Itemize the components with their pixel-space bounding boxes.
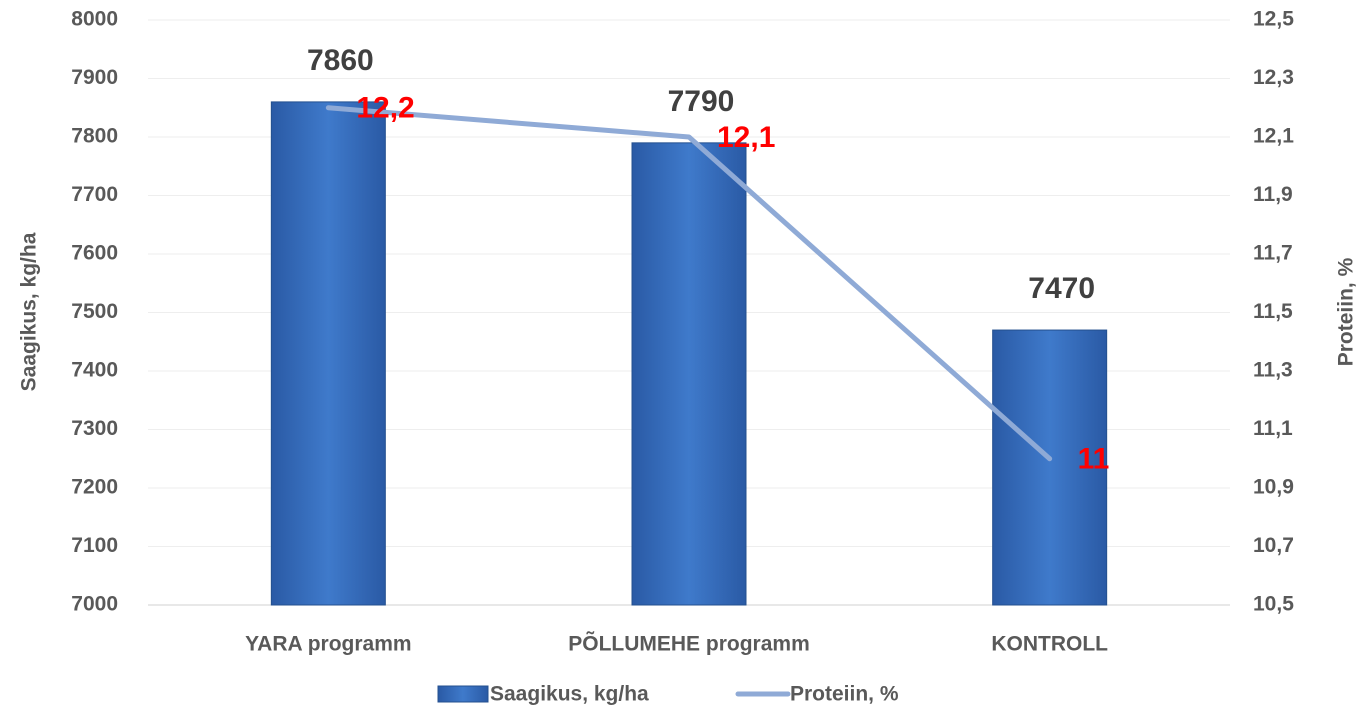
bar-value-label: 7860 <box>307 44 374 77</box>
bar-value-label: 7790 <box>668 85 735 118</box>
y2-tick-label: 12,1 <box>1253 125 1294 148</box>
line-value-label: 11 <box>1078 443 1110 476</box>
y-tick-label: 7000 <box>71 593 118 616</box>
y2-tick-label: 11,5 <box>1253 300 1293 323</box>
y2-tick-label: 11,3 <box>1253 359 1293 382</box>
bar-value-label: 7470 <box>1028 272 1095 305</box>
y-tick-label: 7500 <box>71 300 118 323</box>
y2-axis-title: Proteiin, % <box>1335 257 1358 366</box>
y2-tick-label: 12,3 <box>1253 66 1294 89</box>
y-tick-label: 7800 <box>71 125 118 148</box>
y2-tick-label: 12,5 <box>1253 8 1294 31</box>
y-tick-label: 7100 <box>71 534 118 557</box>
y2-tick-label: 10,5 <box>1253 593 1294 616</box>
y-tick-label: 7600 <box>71 242 118 265</box>
y-tick-label: 7400 <box>71 359 118 382</box>
y2-tick-label: 11,9 <box>1253 183 1293 206</box>
y-tick-label: 7700 <box>71 183 118 206</box>
y-tick-label: 7300 <box>71 417 118 440</box>
y-tick-label: 7200 <box>71 476 118 499</box>
bar <box>992 329 1108 606</box>
legend-label: Proteiin, % <box>790 683 899 706</box>
bar <box>270 101 386 606</box>
legend-label: Saagikus, kg/ha <box>490 683 649 706</box>
line-series <box>325 105 1053 462</box>
y2-tick-label: 10,9 <box>1253 476 1294 499</box>
y2-tick-label: 11,7 <box>1253 242 1293 265</box>
x-tick-label: YARA programm <box>245 633 411 656</box>
line-value-label: 12,1 <box>717 121 775 154</box>
x-tick-label: KONTROLL <box>991 633 1108 656</box>
y2-tick-label: 11,1 <box>1253 417 1293 440</box>
y-tick-label: 8000 <box>71 8 118 31</box>
bar <box>631 142 747 606</box>
y-tick-label: 7900 <box>71 66 118 89</box>
legend-swatch <box>437 685 489 703</box>
y2-tick-label: 10,7 <box>1253 534 1294 557</box>
y-axis-title: Saagikus, kg/ha <box>18 232 41 391</box>
x-tick-label: PÕLLUMEHE programm <box>568 632 810 656</box>
line-value-label: 12,2 <box>356 92 414 125</box>
